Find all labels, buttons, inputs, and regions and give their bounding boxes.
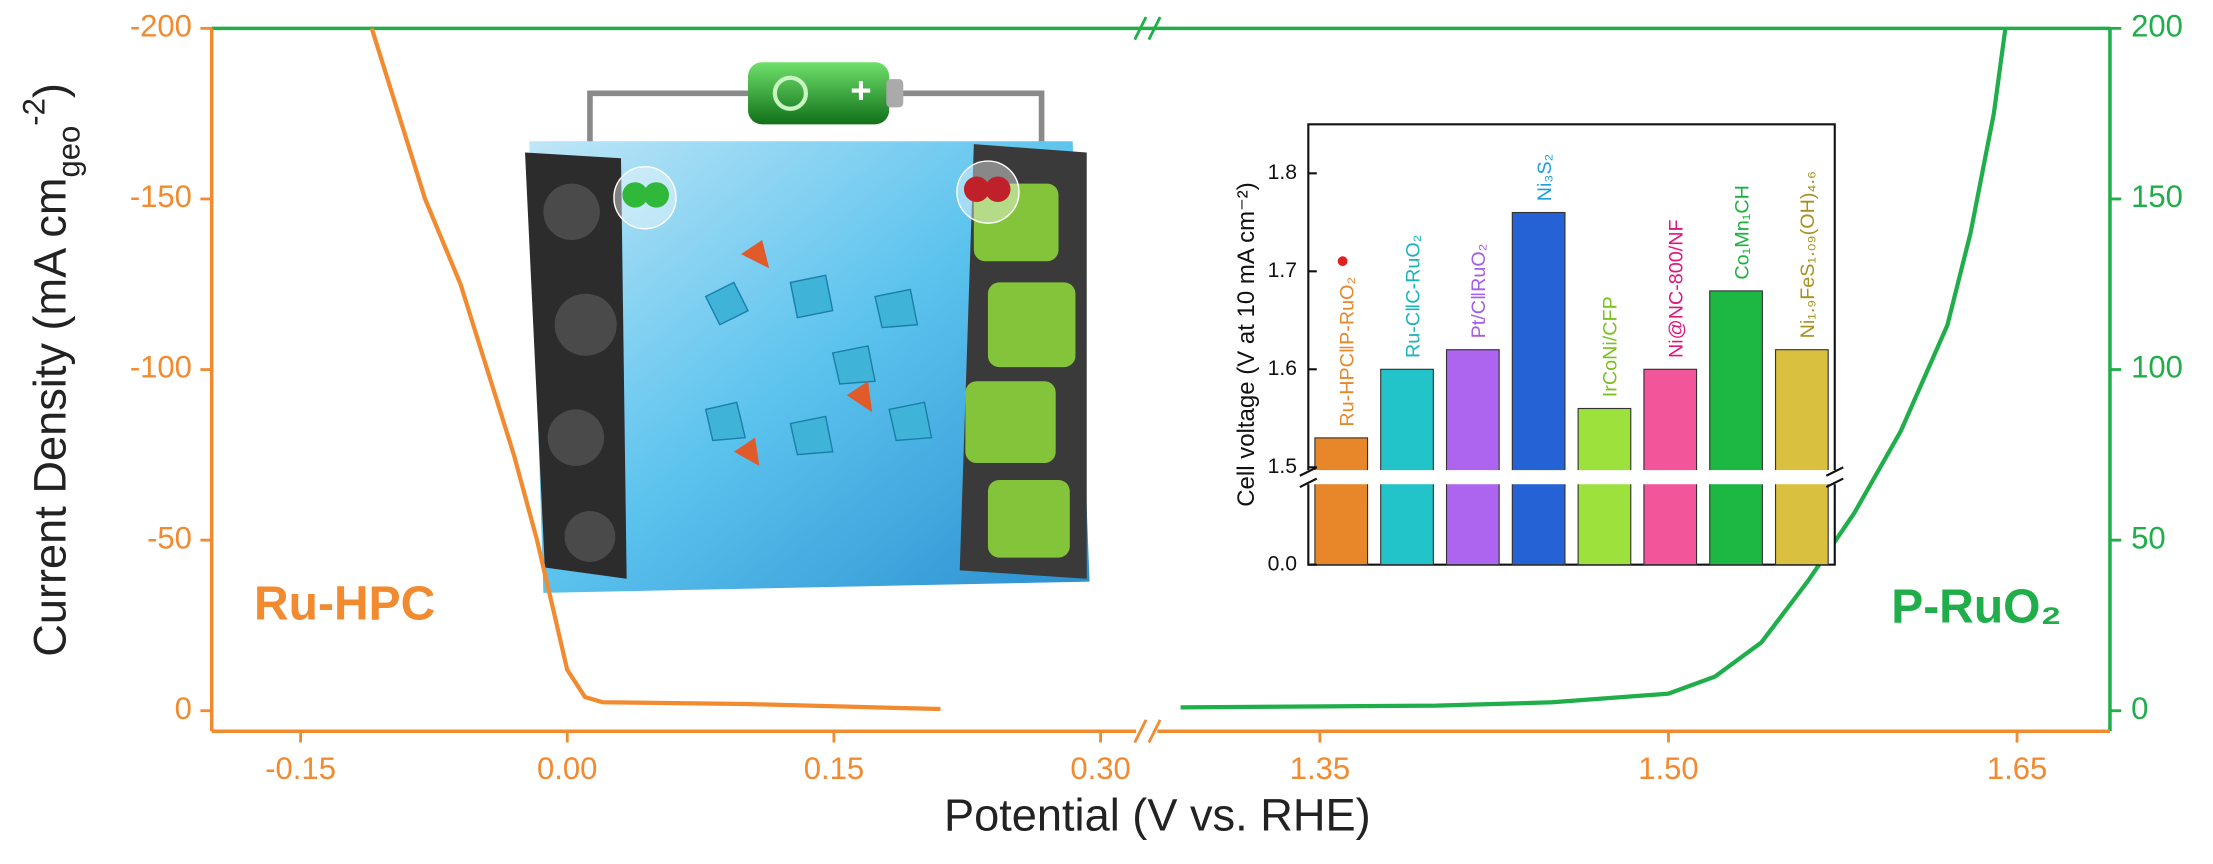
y-axis-label-part: Current Density (mA cm	[25, 177, 76, 656]
axis-break	[1147, 16, 1162, 41]
bar	[1774, 349, 1829, 566]
y-tick-label: 0.0	[1268, 552, 1297, 575]
illustration: +	[525, 62, 1090, 593]
y-axis-label: Current Density (mA cmgeo-2)	[16, 83, 86, 657]
x-tick-label: 0.30	[1070, 751, 1130, 786]
axis-break	[1133, 16, 1148, 41]
y-tick-label: -100	[130, 350, 192, 385]
inset-y-axis-label: Cell voltage (V at 10 mA cm⁻²)	[1233, 182, 1260, 507]
axis-break	[1299, 477, 1318, 488]
x-tick-label: 0.15	[804, 751, 864, 786]
bar	[1314, 437, 1369, 566]
y-tick-label: -150	[130, 179, 192, 214]
axis-break	[1299, 466, 1318, 477]
axis-break	[1825, 477, 1844, 488]
bar-label: Ru-C‖C-RuO₂	[1402, 235, 1424, 358]
bar	[1445, 349, 1500, 566]
axis-break	[1133, 719, 1148, 744]
bar	[1577, 407, 1632, 566]
x-tick-label: 1.65	[1987, 751, 2047, 786]
y-tick-label: 1.7	[1268, 259, 1297, 282]
bar-label: Ni₁.₉FeS₁.₀₉(OH)₄.₆	[1797, 171, 1819, 338]
bar-label: Ru-HPC‖P-RuO₂	[1337, 277, 1359, 427]
y2-tick-label: 0	[2131, 691, 2148, 726]
y-axis-label-part: geo	[51, 126, 86, 178]
series-line	[1180, 28, 2008, 710]
svg-text:+: +	[850, 70, 871, 111]
bar-label: Co₁Mn₁CH	[1731, 185, 1753, 280]
series-line	[369, 27, 941, 712]
bar-label: Pt/C‖RuO₂	[1468, 244, 1490, 339]
bar-label: Ni@NC-800/NF	[1666, 219, 1688, 358]
bar	[1511, 211, 1566, 566]
y2-tick-label: 150	[2131, 179, 2183, 214]
x-tick-label: 1.35	[1290, 751, 1350, 786]
y-tick-label: 0	[175, 691, 192, 726]
highlight-dot	[1337, 256, 1348, 267]
axis-break	[1147, 719, 1162, 744]
y-tick-label: -200	[130, 9, 192, 44]
x-tick-label: -0.15	[265, 751, 336, 786]
axis-break	[1825, 466, 1844, 477]
bar	[1643, 368, 1698, 566]
bar-label: IrCoNi/CFP	[1600, 296, 1622, 397]
x-tick-label: 0.00	[537, 751, 597, 786]
y2-tick-label: 100	[2131, 350, 2183, 385]
bar	[1709, 290, 1763, 566]
y-tick-label: 1.6	[1268, 357, 1297, 380]
y-tick-label: 1.5	[1268, 455, 1297, 478]
x-tick-label: 1.50	[1638, 751, 1698, 786]
y2-tick-label: 200	[2131, 9, 2183, 44]
x-axis-label: Potential (V vs. RHE)	[944, 790, 1371, 841]
y-tick-label: -50	[147, 520, 192, 555]
y-axis-label-part: -2	[16, 98, 51, 126]
axis-break-band	[1302, 470, 1841, 485]
bar	[1380, 368, 1434, 566]
bar-label: Ni₃S₂	[1534, 154, 1556, 202]
series-label: Ru-HPC	[254, 578, 435, 631]
y2-tick-label: 50	[2131, 520, 2166, 555]
series-label: P-RuO₂	[1891, 581, 2062, 634]
y-tick-label: 1.8	[1268, 161, 1297, 184]
y-axis-label-part: )	[25, 83, 76, 98]
